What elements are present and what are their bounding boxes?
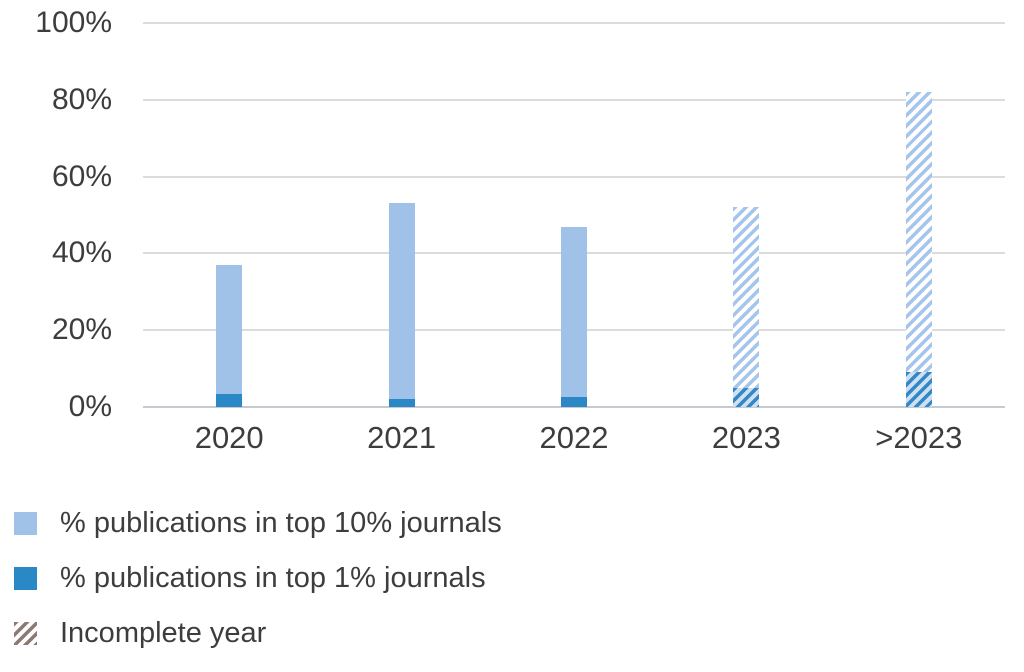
x-tick-label: 2022 xyxy=(539,420,609,455)
y-tick-label: 60% xyxy=(51,159,112,193)
x-tick-label: 2023 xyxy=(711,420,781,455)
y-tick-label: 100% xyxy=(35,6,112,39)
legend-swatch-top10-icon xyxy=(14,511,37,535)
segment-top10-journals xyxy=(733,207,760,407)
legend-item-top10-journals: % publications in top 10% journals xyxy=(14,504,502,542)
gridline xyxy=(143,22,1005,24)
legend-label-top10: % publications in top 10% journals xyxy=(60,506,502,539)
gridline xyxy=(143,175,1005,178)
legend-swatch-incomplete-icon xyxy=(14,621,37,645)
x-tick-label: 2020 xyxy=(194,420,264,455)
legend-swatch-top1-icon xyxy=(14,566,37,590)
segment-top1-journals xyxy=(905,372,932,407)
legend-item-top1-journals: % publications in top 1% journals xyxy=(14,559,502,597)
y-tick-label: 40% xyxy=(51,236,112,270)
segment-top1-journals xyxy=(216,393,243,407)
plot-area: 0% 20% 40% 60% 80% 100% 2020 2021 2022 2023 >2023 xyxy=(35,6,1005,455)
bar-2020 xyxy=(216,264,243,407)
segment-top10-journals xyxy=(561,226,587,407)
x-tick-label: >2023 xyxy=(875,420,963,455)
legend-label-top1: % publications in top 1% journals xyxy=(60,561,486,594)
gridline xyxy=(143,98,1005,101)
segment-top1-journals xyxy=(733,387,760,407)
legend-item-incomplete-year: Incomplete year xyxy=(14,614,502,652)
segment-top10-journals xyxy=(216,264,243,407)
y-tick-label: 20% xyxy=(51,313,112,347)
legend-label-incomplete: Incomplete year xyxy=(60,616,267,649)
y-tick-label: 0% xyxy=(68,390,112,423)
bar-after-2023 xyxy=(905,92,932,407)
legend: % publications in top 10% journals % pub… xyxy=(14,504,502,669)
y-tick-label: 80% xyxy=(51,82,112,116)
bar-2021 xyxy=(388,203,415,407)
segment-top10-journals xyxy=(905,92,932,407)
segment-top10-journals xyxy=(388,203,415,407)
bar-2023 xyxy=(733,207,760,407)
bar-2022 xyxy=(561,226,587,407)
segment-top1-journals xyxy=(388,399,415,407)
segment-top1-journals xyxy=(561,397,587,407)
x-axis-line xyxy=(143,406,1005,408)
x-tick-label: 2021 xyxy=(367,420,437,455)
